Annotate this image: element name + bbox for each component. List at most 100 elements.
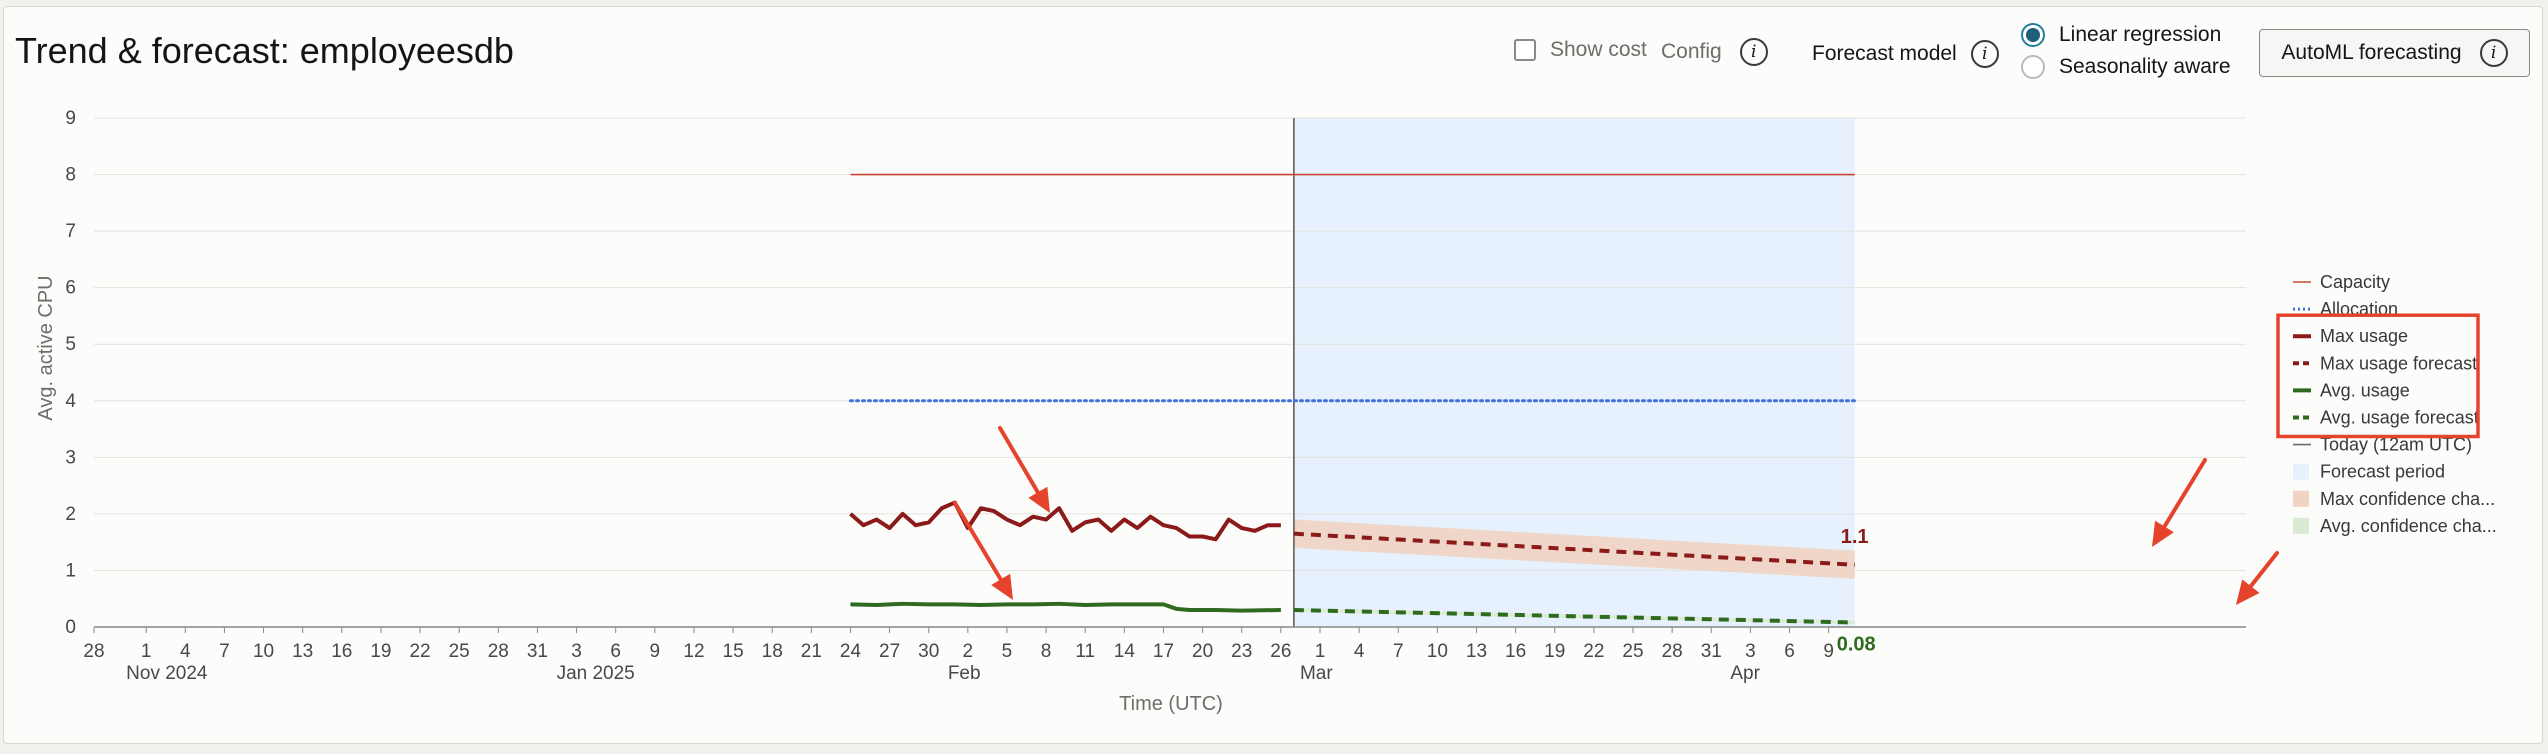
annotation-arrow-shaft <box>953 501 1003 582</box>
config-label: Config <box>1661 40 1722 63</box>
automl-info-icon[interactable]: i <box>2479 39 2508 67</box>
legend-item: Avg. usage forecast <box>2293 408 2479 428</box>
radio-seasonality-aware-dot[interactable] <box>2021 55 2045 79</box>
x-tick-label: 26 <box>1270 641 1291 662</box>
legend-item: Max confidence cha... <box>2293 489 2495 509</box>
legend-swatch <box>2293 517 2309 534</box>
x-tick-sublabel: Mar <box>1300 663 1333 684</box>
show-cost-toggle[interactable]: Show cost <box>1514 38 1647 62</box>
y-tick-label: 6 <box>65 278 76 299</box>
x-tick-label: 16 <box>331 641 352 662</box>
forecast-model-info-icon[interactable]: i <box>1970 40 1999 68</box>
x-tick-label: 9 <box>1823 641 1834 662</box>
legend-item: Max usage forecast <box>2293 353 2477 373</box>
y-tick-label: 5 <box>65 334 76 355</box>
x-tick-sublabel: Apr <box>1730 663 1760 684</box>
x-tick-label: 28 <box>488 641 509 662</box>
chart-panel <box>3 6 2543 744</box>
legend-swatch <box>2293 463 2309 480</box>
series-line-max-usage <box>849 500 1281 542</box>
legend-item: Forecast period <box>2293 462 2445 482</box>
x-tick-label: 13 <box>292 641 313 662</box>
x-tick-label: 14 <box>1114 641 1136 662</box>
x-tick-label: 31 <box>527 641 548 662</box>
show-cost-checkbox[interactable] <box>1514 39 1536 61</box>
gridlines <box>94 117 2246 628</box>
x-tick-label: 27 <box>879 641 900 662</box>
series-line-avg-usage-forecast <box>1293 608 1855 625</box>
annotation-arrow-shaft <box>2248 551 2279 589</box>
series-line-avg-usage <box>850 601 1281 613</box>
x-tick-label: 9 <box>650 641 661 662</box>
end-value-label: 1.1 <box>1841 526 1869 548</box>
x-tick-label: 1 <box>141 641 152 662</box>
radio-seasonality-aware-label: Seasonality aware <box>2059 55 2231 78</box>
legend-label: Capacity <box>2320 272 2390 292</box>
page-title: Trend & forecast: employeesdb <box>15 30 514 71</box>
x-tick-sublabel: Jan 2025 <box>557 663 635 684</box>
x-tick-label: 17 <box>1153 641 1174 662</box>
legend-highlight-box <box>2276 313 2480 439</box>
legend-label: Today (12am UTC) <box>2320 435 2472 455</box>
automl-forecasting-button[interactable]: AutoML forecasting i <box>2259 29 2530 77</box>
annotation-arrow <box>953 501 1013 600</box>
x-tick-sublabel: Nov 2024 <box>126 663 208 684</box>
x-tick-label: 11 <box>1075 641 1095 662</box>
x-tick-label: 3 <box>571 641 582 662</box>
y-tick-label: 9 <box>65 108 76 129</box>
x-tick-label: 22 <box>409 641 430 662</box>
x-tick-label: 22 <box>1583 641 1604 662</box>
x-tick-label: 15 <box>723 641 744 662</box>
x-tick-label: 2 <box>963 641 974 662</box>
annotation-arrow <box>2236 551 2279 605</box>
x-tick-label: 24 <box>840 641 862 662</box>
radio-linear-regression-label: Linear regression <box>2059 23 2222 46</box>
x-tick-label: 10 <box>1427 641 1448 662</box>
series-line-max-usage-forecast <box>1293 531 1855 567</box>
x-tick-label: 25 <box>1622 641 1643 662</box>
x-tick-label: 19 <box>370 641 391 662</box>
radio-linear-regression-dot[interactable] <box>2021 23 2045 47</box>
legend-swatch <box>2293 490 2309 507</box>
x-tick-sublabel: Feb <box>948 663 981 684</box>
annotations: 1.1 0.08 <box>953 313 2480 655</box>
x-tick-label: 18 <box>762 641 783 662</box>
x-tick-label: 28 <box>1662 641 1683 662</box>
y-axis-title: Avg. active CPU <box>35 275 57 420</box>
x-tick-label: 23 <box>1231 641 1252 662</box>
annotation-arrow-head <box>991 573 1013 600</box>
legend-item: Avg. usage <box>2293 380 2410 400</box>
legend-label: Max confidence cha... <box>2320 489 2495 509</box>
x-tick-label: 1 <box>1315 641 1326 662</box>
legend-label: Max usage <box>2320 326 2408 346</box>
show-cost-label: Show cost <box>1550 38 1647 61</box>
annotation-arrow-head <box>1028 486 1050 513</box>
radio-seasonality-aware[interactable]: Seasonality aware <box>2021 55 2231 79</box>
forecast-model-control: Forecast model i <box>1812 40 1999 68</box>
x-tick-label: 4 <box>180 641 191 662</box>
x-tick-label: 7 <box>1393 641 1404 662</box>
legend-item: Capacity <box>2293 272 2390 292</box>
x-tick-label: 6 <box>610 641 621 662</box>
x-tick-label: 25 <box>449 641 470 662</box>
y-tick-label: 3 <box>65 447 76 468</box>
x-tick-label: 5 <box>1002 641 1013 662</box>
annotation-arrow <box>2152 458 2207 547</box>
y-tick-label: 2 <box>65 504 76 525</box>
radio-linear-regression[interactable]: Linear regression <box>2021 23 2221 47</box>
x-tick-label: 10 <box>253 641 274 662</box>
annotation-arrow-shaft <box>998 426 1040 495</box>
legend-label: Max usage forecast <box>2320 353 2477 373</box>
config-info-icon[interactable]: i <box>1739 38 1768 66</box>
x-tick-label: 7 <box>219 641 230 662</box>
legend-label: Avg. usage forecast <box>2320 408 2479 428</box>
annotation-arrow-shaft <box>2162 458 2207 529</box>
y-tick-label: 0 <box>65 617 76 638</box>
x-tick-label: 20 <box>1192 641 1213 662</box>
legend-item: Today (12am UTC) <box>2293 435 2472 455</box>
x-tick-label: 6 <box>1784 641 1795 662</box>
forecast-model-label: Forecast model <box>1812 42 1957 65</box>
